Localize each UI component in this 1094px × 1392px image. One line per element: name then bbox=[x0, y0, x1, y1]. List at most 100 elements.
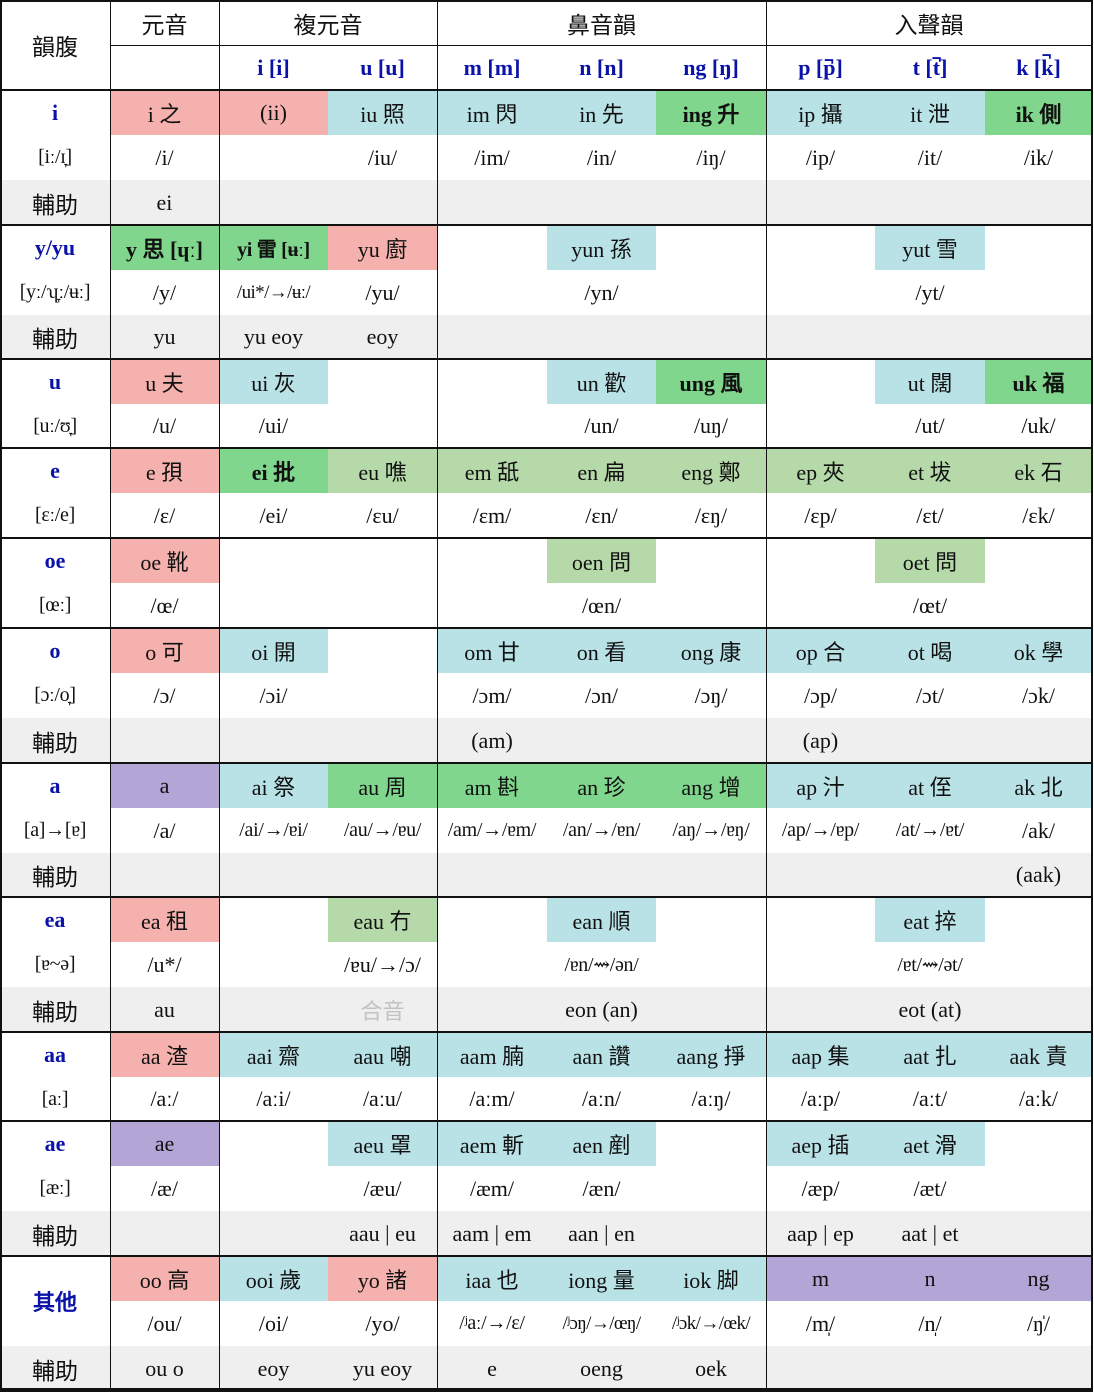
coda-header: m [m] bbox=[463, 54, 521, 80]
final-cell: aai 齋 bbox=[219, 1032, 328, 1077]
aux-cell bbox=[766, 1346, 875, 1391]
aux-cell bbox=[110, 718, 219, 763]
aux-label: 輔助 bbox=[0, 853, 110, 897]
aux-cell: eot (at) bbox=[875, 987, 985, 1032]
final-cell: aa 渣 bbox=[110, 1032, 219, 1077]
aux-cell bbox=[656, 718, 766, 763]
ipa-cell: /œn/ bbox=[581, 592, 622, 618]
ipa-cell: /iu/ bbox=[367, 144, 398, 170]
ipa-cell: /yo/ bbox=[365, 1310, 400, 1336]
final-cell bbox=[766, 538, 875, 583]
ipa-cell: /ɔ/ bbox=[153, 682, 176, 708]
final-cell bbox=[766, 897, 875, 942]
aux-cell bbox=[985, 1346, 1092, 1391]
ipa-cell: /aːn/ bbox=[581, 1086, 622, 1111]
rule-horizontal bbox=[0, 447, 1093, 449]
final-cell: am 斟 bbox=[437, 763, 547, 808]
ipa-cell: /ʲɔŋ/→/œŋ/ bbox=[562, 1312, 641, 1334]
rule-vertical bbox=[1091, 0, 1093, 1391]
rule-horizontal bbox=[0, 0, 1093, 2]
ipa-cell: /æm/ bbox=[469, 1175, 514, 1201]
aux-cell bbox=[985, 180, 1092, 225]
ipa-cell: /ɔŋ/ bbox=[694, 682, 728, 708]
ipa-cell: /at/→/ɐt/ bbox=[895, 819, 965, 841]
final-cell bbox=[985, 225, 1092, 270]
rule-vertical bbox=[110, 0, 111, 1391]
aux-label: 輔助 bbox=[0, 180, 110, 225]
aux-cell bbox=[437, 315, 547, 359]
coda-header: ng [ŋ] bbox=[683, 54, 739, 80]
final-cell: a bbox=[110, 763, 219, 808]
final-cell: ap 汁 bbox=[766, 763, 875, 808]
aux-cell bbox=[328, 718, 437, 763]
ipa-cell bbox=[766, 270, 875, 315]
final-cell: yut 雪 bbox=[875, 225, 985, 270]
rule-horizontal bbox=[0, 537, 1093, 539]
coda-header: u [u] bbox=[360, 54, 405, 80]
row-ipa-ea: [ɐ~ə] bbox=[34, 953, 76, 975]
row-ipa-aa: [aː] bbox=[41, 1087, 69, 1110]
ipa-cell bbox=[437, 404, 547, 448]
rule-vertical bbox=[437, 0, 438, 1391]
final-cell: ooi 歲 bbox=[219, 1256, 328, 1301]
group-header: 鼻音韻 bbox=[567, 12, 636, 38]
aux-cell bbox=[219, 853, 328, 897]
ipa-cell bbox=[328, 404, 437, 448]
final-cell bbox=[985, 538, 1092, 583]
final-cell: om 甘 bbox=[437, 628, 547, 673]
aux-cell bbox=[547, 718, 656, 763]
final-cell: ean 順 bbox=[547, 897, 656, 942]
ipa-cell: /aː/ bbox=[150, 1086, 179, 1111]
aux-cell bbox=[656, 987, 766, 1032]
ipa-cell: /ai/→/ɐi/ bbox=[239, 819, 308, 841]
ipa-cell: /ɛt/ bbox=[916, 502, 944, 528]
aux-cell bbox=[437, 853, 547, 897]
aux-cell: aau | eu bbox=[328, 1211, 437, 1256]
ipa-cell bbox=[437, 942, 547, 987]
final-cell: ui 灰 bbox=[219, 359, 328, 404]
rule-horizontal bbox=[0, 762, 1093, 764]
aux-cell: aat | et bbox=[875, 1211, 985, 1256]
final-cell bbox=[656, 897, 766, 942]
ipa-cell: /ɛk/ bbox=[1022, 502, 1055, 528]
aux-cell bbox=[766, 987, 875, 1032]
final-cell: ei 批 bbox=[219, 448, 328, 493]
ipa-cell bbox=[219, 942, 328, 987]
ipa-cell bbox=[328, 673, 437, 718]
aux-cell bbox=[985, 315, 1092, 359]
final-cell: oi 開 bbox=[219, 628, 328, 673]
aux-cell: (am) bbox=[437, 718, 547, 763]
final-cell: aen 剷 bbox=[547, 1121, 656, 1166]
final-cell: ung 風 bbox=[656, 359, 766, 404]
ipa-cell: /ɛŋ/ bbox=[694, 502, 728, 528]
final-cell: aam 腩 bbox=[437, 1032, 547, 1077]
aux-cell bbox=[875, 1346, 985, 1391]
aux-cell bbox=[766, 315, 875, 359]
ipa-cell: /ɛp/ bbox=[804, 502, 837, 528]
final-cell bbox=[437, 897, 547, 942]
aux-cell: ou o bbox=[110, 1346, 219, 1391]
final-cell: et 坺 bbox=[875, 448, 985, 493]
final-cell bbox=[656, 225, 766, 270]
ipa-cell: /aːp/ bbox=[800, 1086, 841, 1111]
final-cell: aang 掙 bbox=[656, 1032, 766, 1077]
rule-horizontal bbox=[0, 224, 1093, 226]
row-label-a: a bbox=[49, 772, 61, 798]
rule-vertical bbox=[0, 0, 2, 1391]
ipa-cell: /it/ bbox=[917, 144, 943, 170]
ipa-cell bbox=[766, 942, 875, 987]
final-cell: at 侄 bbox=[875, 763, 985, 808]
final-cell: in 先 bbox=[547, 90, 656, 135]
aux-cell bbox=[985, 1211, 1092, 1256]
ipa-cell: /iŋ/ bbox=[696, 144, 726, 170]
ipa-cell bbox=[985, 583, 1092, 628]
ipa-cell: /ɛu/ bbox=[366, 502, 399, 528]
final-cell bbox=[437, 538, 547, 583]
final-cell bbox=[437, 359, 547, 404]
aux-cell: eon (an) bbox=[547, 987, 656, 1032]
ipa-cell: /æu/ bbox=[363, 1175, 402, 1201]
aux-cell bbox=[656, 853, 766, 897]
ipa-cell: /ɐn/⇝/ən/ bbox=[564, 954, 639, 976]
header-corner: 韻腹 bbox=[32, 35, 78, 60]
aux-cell bbox=[656, 315, 766, 359]
